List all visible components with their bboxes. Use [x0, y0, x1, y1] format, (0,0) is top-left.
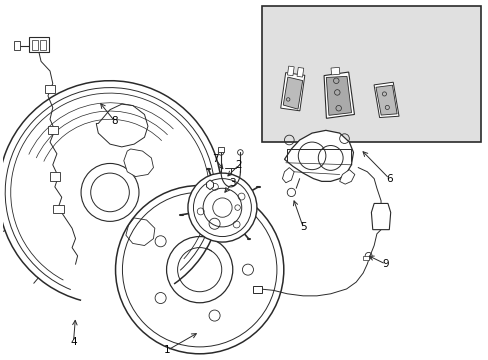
Polygon shape: [282, 168, 294, 183]
Polygon shape: [325, 76, 351, 115]
Bar: [363, 256, 368, 260]
Text: 5: 5: [299, 222, 306, 232]
Bar: [50, 172, 60, 181]
Polygon shape: [287, 66, 294, 76]
Polygon shape: [280, 73, 304, 111]
Polygon shape: [370, 203, 390, 230]
Polygon shape: [330, 67, 339, 75]
Bar: [380, 203, 385, 210]
Bar: [375, 203, 380, 210]
Polygon shape: [125, 218, 155, 246]
Polygon shape: [373, 82, 398, 117]
Bar: [261, 5, 480, 142]
Bar: [218, 147, 224, 152]
Bar: [48, 126, 58, 135]
Polygon shape: [339, 170, 354, 184]
Bar: [29, 37, 48, 53]
Polygon shape: [206, 180, 213, 190]
Polygon shape: [296, 67, 303, 77]
Text: 7: 7: [212, 154, 219, 164]
Polygon shape: [324, 72, 354, 118]
Polygon shape: [96, 104, 148, 147]
Bar: [32, 40, 38, 50]
Polygon shape: [375, 85, 396, 115]
Text: 4: 4: [70, 337, 77, 347]
Bar: [252, 286, 262, 293]
Text: 3: 3: [228, 179, 235, 188]
Circle shape: [187, 173, 256, 242]
Bar: [53, 205, 64, 213]
Text: 2: 2: [235, 160, 242, 170]
Text: 1: 1: [163, 345, 170, 355]
Bar: [41, 40, 46, 50]
Bar: [45, 85, 55, 93]
Polygon shape: [283, 77, 302, 109]
Polygon shape: [123, 149, 153, 176]
Polygon shape: [284, 130, 353, 181]
Bar: [14, 41, 20, 50]
Text: 8: 8: [111, 116, 118, 126]
Text: 6: 6: [385, 174, 392, 184]
Text: 9: 9: [382, 259, 388, 269]
